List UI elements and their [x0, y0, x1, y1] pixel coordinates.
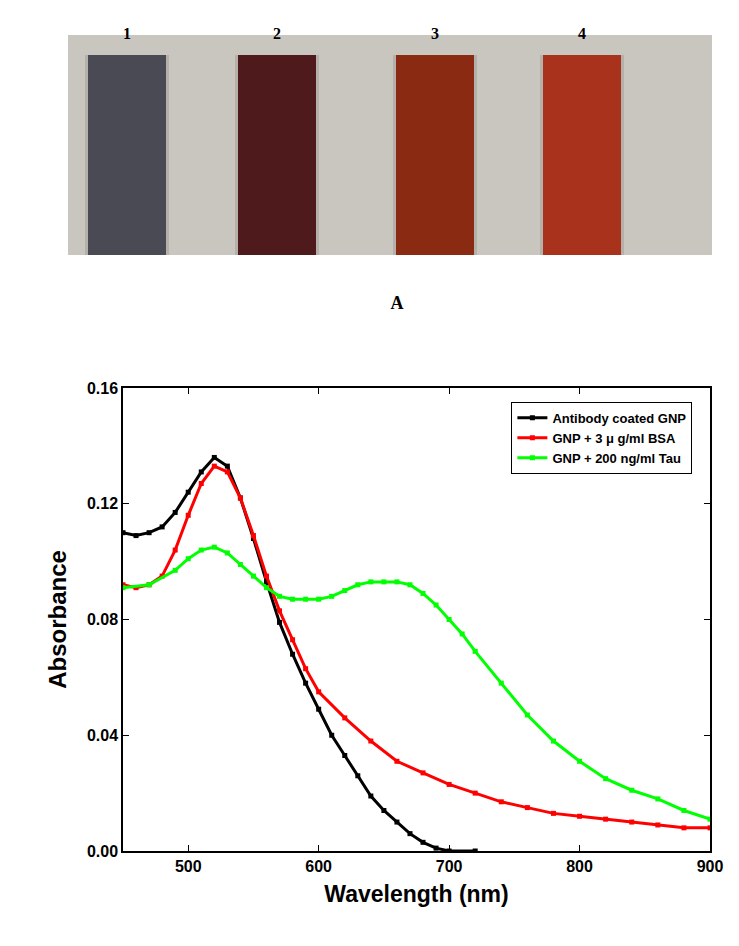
html-text:3: 3	[431, 25, 439, 42]
svg-text:Absorbance: Absorbance	[44, 550, 71, 689]
svg-text:0.16: 0.16	[87, 380, 118, 397]
svg-text:600: 600	[305, 858, 332, 875]
svg-text:800: 800	[566, 858, 593, 875]
svg-text:0.00: 0.00	[87, 843, 118, 860]
html-text:1: 1	[123, 25, 131, 42]
html-text:A: A	[390, 293, 404, 313]
svg-text:Antibody coated GNP: Antibody coated GNP	[552, 411, 686, 426]
svg-text:700: 700	[436, 858, 463, 875]
svg-text:0.04: 0.04	[87, 727, 118, 744]
svg-text:GNP + 200 ng/ml Tau: GNP + 200 ng/ml Tau	[552, 451, 681, 466]
svg-text:900: 900	[697, 858, 724, 875]
svg-text:GNP + 3 μ g/ml BSA: GNP + 3 μ g/ml BSA	[552, 431, 676, 446]
html-text:2: 2	[273, 25, 281, 42]
html-text:4: 4	[578, 25, 586, 42]
svg-text:Wavelength (nm): Wavelength (nm)	[324, 881, 508, 907]
svg-text:0.08: 0.08	[87, 611, 118, 628]
svg-text:500: 500	[175, 858, 202, 875]
svg-text:0.12: 0.12	[87, 495, 118, 512]
